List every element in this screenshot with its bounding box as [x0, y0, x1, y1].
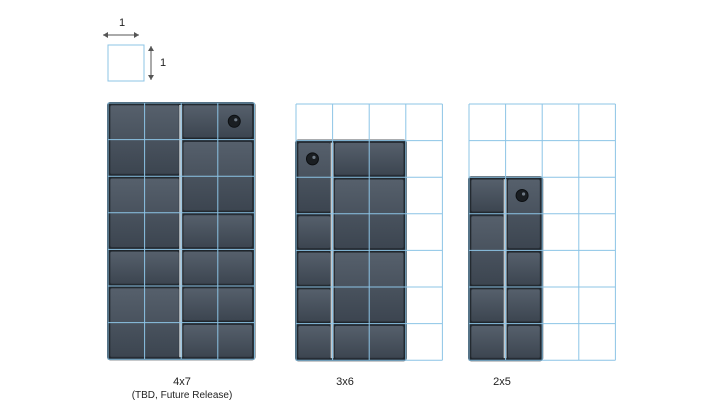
- module-3x6-6: [297, 288, 331, 322]
- module-3x6-7: [297, 325, 331, 359]
- phone-label-3x6: 3x6: [336, 376, 354, 388]
- phone-label-2x5: 2x5: [493, 376, 511, 388]
- module-2x5-3: [507, 251, 541, 286]
- unit-grid-4x7: [107, 102, 255, 360]
- camera-lens-highlight: [234, 118, 238, 122]
- phone-4x7: [107, 102, 256, 361]
- phone-label-4x7: 4x7: [173, 376, 191, 388]
- module-2x5-0: [470, 178, 504, 213]
- module-3x6-4: [297, 251, 331, 286]
- camera-icon: [515, 189, 529, 202]
- unit-legend: [103, 32, 154, 82]
- phones-layer: [107, 102, 616, 362]
- module-2x5-7: [507, 325, 541, 359]
- phone-2x5: [468, 103, 616, 362]
- height-arrow-head-bottom: [148, 75, 154, 80]
- camera-lens-highlight: [312, 155, 316, 159]
- width-arrow-head-left: [103, 32, 108, 38]
- module-2x5-6: [470, 325, 504, 359]
- unit-grid-2x5: [468, 103, 616, 361]
- camera-icon: [305, 152, 319, 166]
- module-3x6-3: [297, 215, 331, 249]
- module-2x5-5: [507, 288, 541, 322]
- width-arrow-head-right: [134, 32, 139, 38]
- phone-sublabel-4x7: (TBD, Future Release): [131, 390, 233, 401]
- unit-square: [107, 44, 145, 82]
- camera-icon: [227, 114, 241, 128]
- height-arrow-head-top: [148, 46, 154, 51]
- unit-grid-3x6: [295, 103, 443, 361]
- unit-width-label: 1: [118, 17, 126, 29]
- unit-height-label: 1: [159, 57, 167, 69]
- phone-3x6: [295, 103, 443, 362]
- module-2x5-4: [470, 288, 504, 322]
- camera-lens-highlight: [521, 192, 526, 196]
